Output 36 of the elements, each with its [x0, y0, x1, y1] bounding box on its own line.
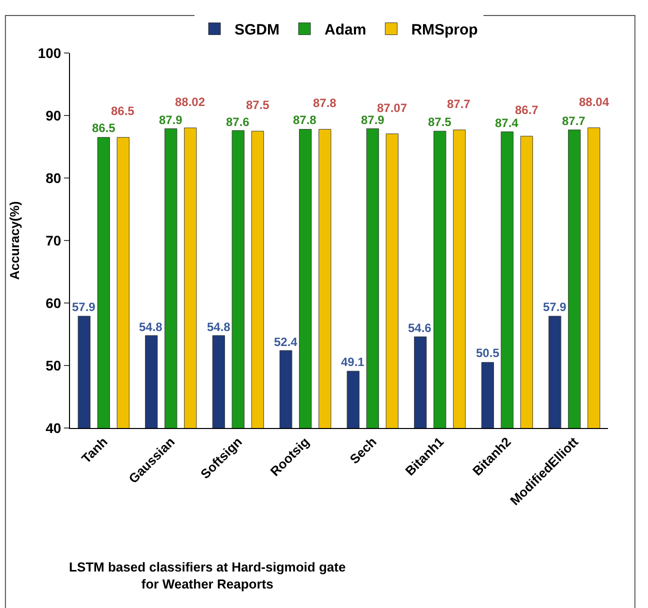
data-label: 86.7 [515, 103, 539, 117]
data-label: 87.7 [447, 97, 471, 111]
data-label: 87.5 [246, 98, 270, 112]
data-label: 52.4 [274, 335, 298, 349]
data-label: 87.6 [226, 115, 250, 129]
data-label: 54.6 [408, 321, 432, 335]
data-label: 87.8 [293, 113, 317, 127]
legend-label: RMSprop [411, 22, 478, 39]
data-label: 86.5 [92, 121, 116, 135]
data-label: 88.02 [175, 95, 206, 109]
data-label: 54.8 [207, 320, 231, 334]
legend-label: Adam [324, 22, 366, 39]
y-tick-label: 100 [38, 44, 62, 61]
data-label: 87.07 [377, 101, 408, 115]
data-label: 57.9 [72, 300, 96, 314]
data-label: 57.9 [543, 300, 567, 314]
data-label: 87.7 [562, 114, 586, 128]
data-label: 87.9 [159, 113, 183, 127]
y-axis-title: Accuracy(%) [6, 201, 22, 280]
y-tick-label: 90 [46, 107, 62, 124]
y-tick-label: 60 [46, 294, 62, 311]
data-label: 54.8 [139, 320, 163, 334]
data-label: 88.04 [579, 95, 610, 109]
data-label: 50.5 [476, 346, 500, 360]
y-tick-label: 70 [46, 232, 62, 248]
legend-label: SGDM [234, 22, 280, 39]
data-label: 87.9 [361, 113, 385, 127]
data-label: 87.4 [495, 116, 519, 130]
y-tick-label: 40 [46, 420, 62, 436]
y-tick-label: 50 [46, 357, 62, 374]
text: LSTM based classifiers at Hard-sigmoid gate for Weather Reaports [69, 560, 346, 592]
data-label: 86.5 [111, 104, 135, 118]
data-label: 87.5 [428, 115, 452, 129]
y-tick-label: 80 [46, 170, 62, 186]
data-label: 87.8 [313, 96, 337, 110]
data-label: 49.1 [341, 355, 365, 369]
